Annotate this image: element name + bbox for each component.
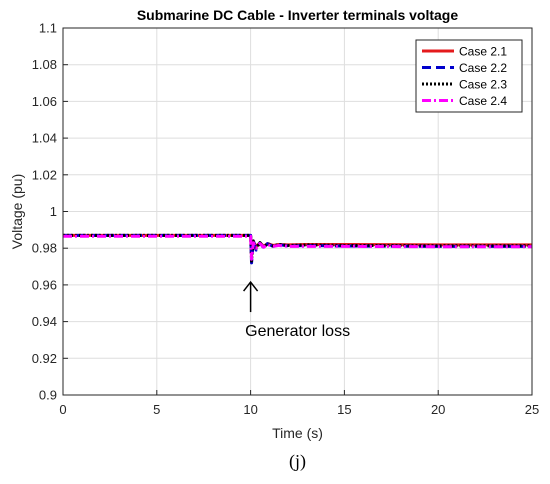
legend-items: Case 2.1 Case 2.2 Case 2.3 Case 2.4 bbox=[422, 45, 507, 108]
x-tick-label: 20 bbox=[431, 402, 445, 417]
y-tick-label: 1.06 bbox=[32, 94, 57, 109]
series-line-case-2 bbox=[63, 233, 532, 265]
x-tick-label: 10 bbox=[243, 402, 257, 417]
annotation-layer: Generator loss bbox=[243, 280, 350, 340]
y-tick-label: 1.02 bbox=[32, 167, 57, 182]
series-layer bbox=[63, 233, 532, 265]
legend-label-case-1: Case 2.1 bbox=[459, 45, 507, 59]
y-tick-label: 0.92 bbox=[32, 351, 57, 366]
annotation-arrow-head bbox=[243, 280, 259, 292]
panel-label: (j) bbox=[289, 451, 306, 472]
y-axis-label: Voltage (pu) bbox=[9, 174, 25, 250]
chart-title: Submarine DC Cable - Inverter terminals … bbox=[137, 7, 459, 23]
axis-ticks: 0 5 10 15 20 25 0.9 0.92 0.94 0.96 0.98 1 1.02 1.04 1.… bbox=[32, 21, 540, 418]
y-tick-label: 0.94 bbox=[32, 314, 57, 329]
x-tick-label: 25 bbox=[525, 402, 539, 417]
y-tick-label: 1.1 bbox=[39, 21, 57, 36]
x-tick-label: 15 bbox=[337, 402, 351, 417]
y-tick-label: 0.9 bbox=[39, 388, 57, 403]
x-tick-label: 5 bbox=[153, 402, 160, 417]
x-tick-label: 0 bbox=[59, 402, 66, 417]
legend: Case 2.1 Case 2.2 Case 2.3 Case 2.4 bbox=[415, 39, 523, 113]
y-tick-label: 1 bbox=[50, 204, 57, 219]
y-tick-label: 0.96 bbox=[32, 277, 57, 292]
legend-label-case-4: Case 2.4 bbox=[459, 94, 507, 108]
legend-label-case-2: Case 2.2 bbox=[459, 61, 507, 75]
legend-label-case-3: Case 2.3 bbox=[459, 78, 507, 92]
annotation-generator-loss: Generator loss bbox=[245, 323, 350, 340]
x-axis-label: Time (s) bbox=[272, 425, 323, 441]
y-tick-label: 1.04 bbox=[32, 131, 57, 146]
y-tick-label: 0.98 bbox=[32, 241, 57, 256]
series-line-case-4 bbox=[63, 234, 532, 261]
y-tick-label: 1.08 bbox=[32, 57, 57, 72]
